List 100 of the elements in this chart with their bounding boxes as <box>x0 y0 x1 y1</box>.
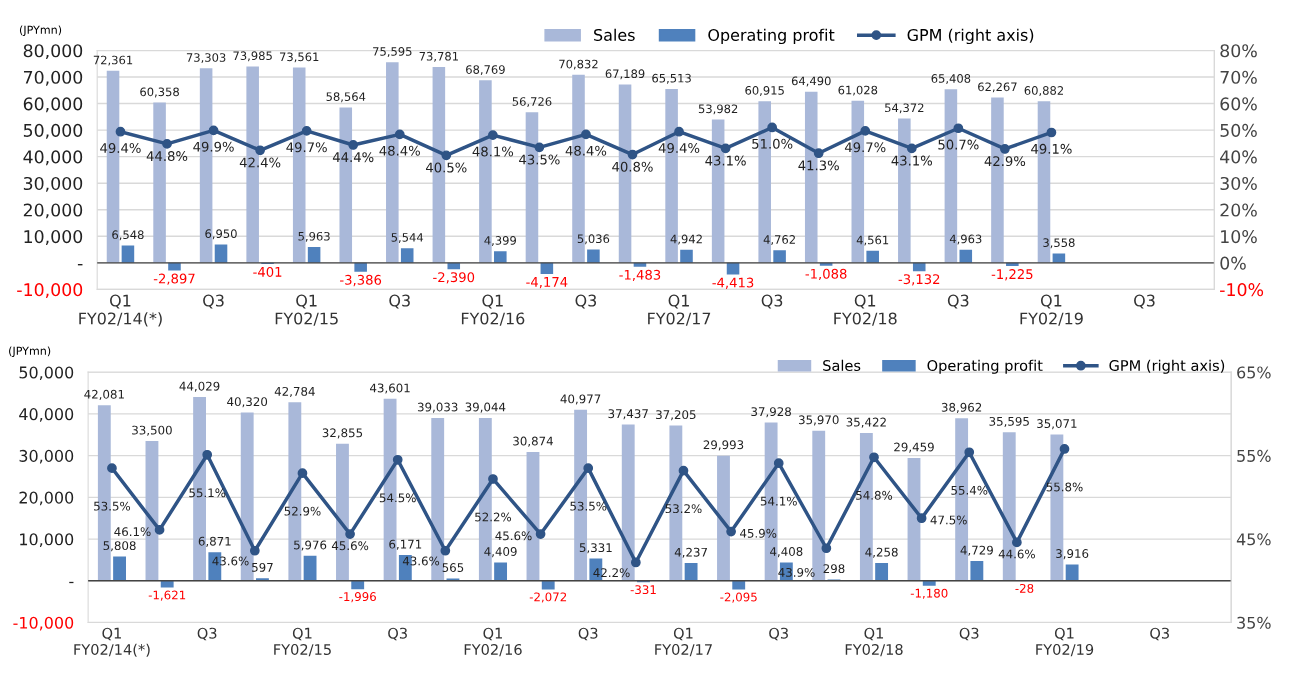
x-tick-label: Q1 FY02/17 <box>655 627 712 657</box>
y-tick-label: 70,000 <box>23 70 83 86</box>
data-label: 55.8% <box>1046 482 1083 492</box>
data-label: 42.4% <box>239 157 281 168</box>
y-tick-label: 40,000 <box>23 150 83 166</box>
data-label: -1,483 <box>619 269 661 282</box>
data-label: 33,500 <box>132 425 172 436</box>
data-label: 4,409 <box>484 547 517 558</box>
data-label: 5,544 <box>391 233 424 243</box>
x-tick-label: Q3 <box>388 627 407 641</box>
data-label: -2,897 <box>153 273 195 285</box>
data-label: 48.4% <box>379 145 420 156</box>
legend-label: Sales <box>823 359 861 372</box>
data-label: 35,071 <box>1037 419 1077 430</box>
data-label: 49.7% <box>844 142 886 153</box>
data-label: -1,996 <box>339 592 376 603</box>
x-tick-label: Q1 FY02/19 <box>1036 627 1094 657</box>
x-tick-label: Q1 FY02/15 <box>275 294 338 326</box>
x-tick-label: Q3 <box>203 294 224 309</box>
y-tick-label: 20,000 <box>19 491 74 506</box>
data-label: 4,963 <box>949 234 982 245</box>
data-label: 40,977 <box>560 394 601 405</box>
x-tick-label: Q3 <box>197 627 217 641</box>
y2-tick-label: 10% <box>1221 230 1257 244</box>
x-tick-label: Q1 FY02/18 <box>845 627 903 657</box>
y-tick-label: 10,000 <box>24 230 83 245</box>
data-label: 4,258 <box>865 547 898 558</box>
data-label: 44.6% <box>998 549 1035 559</box>
data-label: 67,189 <box>605 69 645 80</box>
data-label: 75,595 <box>373 47 412 57</box>
data-label: 62,267 <box>978 82 1017 93</box>
data-label: 5,976 <box>294 540 327 551</box>
data-label: -4,413 <box>712 277 754 289</box>
data-label: 6,871 <box>198 536 231 547</box>
y-tick-label: 10,000 <box>20 533 74 547</box>
y2-tick-label: 80% <box>1220 44 1257 58</box>
data-label: 5,963 <box>298 231 330 242</box>
data-label: 60,358 <box>140 87 179 98</box>
y-tick-label: 50,000 <box>19 366 74 381</box>
data-label: 40,320 <box>227 397 268 408</box>
data-label: 65,408 <box>931 74 971 84</box>
data-label: 5,331 <box>579 543 612 554</box>
data-label: 40.5% <box>426 162 467 173</box>
data-label: 53.5% <box>94 501 131 511</box>
data-label: 53.2% <box>665 504 702 514</box>
data-label: 37,205 <box>656 410 696 421</box>
data-label: 54.5% <box>379 493 416 503</box>
data-label: 35,595 <box>989 416 1029 428</box>
y2-tick-label: 35% <box>1237 616 1271 629</box>
x-tick-label: Q1 FY02/16 <box>461 294 525 326</box>
y-tick-label: 80,000 <box>23 44 83 60</box>
y-axis-title: (JPYmn) <box>9 346 51 358</box>
x-tick-label: Q3 <box>578 627 598 641</box>
y2-tick-label: -10% <box>1220 283 1264 297</box>
legend-label: GPM (right axis) <box>907 28 1034 45</box>
data-label: 42,081 <box>84 389 124 400</box>
data-label: 3,558 <box>1043 238 1075 249</box>
x-tick-label: Q3 <box>1134 294 1155 309</box>
data-label: 4,408 <box>770 547 803 558</box>
data-label: 4,399 <box>484 236 516 246</box>
data-label: 4,729 <box>960 545 993 556</box>
data-label: 53.5% <box>570 501 607 511</box>
data-label: 30,874 <box>513 436 553 447</box>
data-label: 43.1% <box>705 155 746 166</box>
data-label: 44,029 <box>179 381 220 392</box>
data-label: 42,784 <box>274 386 315 398</box>
data-label: -3,386 <box>340 274 382 287</box>
data-label: -1,621 <box>148 590 186 601</box>
y-tick-label: -10,000 <box>13 616 74 631</box>
data-label: 39,044 <box>465 402 506 413</box>
data-label: 55.4% <box>951 485 988 495</box>
data-label: 68,769 <box>466 65 505 76</box>
data-label: 46.1% <box>114 527 151 537</box>
data-label: -2,072 <box>529 592 567 603</box>
data-label: 597 <box>252 562 273 572</box>
data-label: 56,726 <box>512 97 552 108</box>
y-tick-label: - <box>69 581 74 584</box>
data-label: 4,561 <box>856 235 889 246</box>
x-tick-label: Q3 <box>947 294 969 309</box>
data-label: 45.6% <box>331 541 369 551</box>
data-label: 49.4% <box>100 143 141 154</box>
data-label: 35,970 <box>798 415 839 426</box>
legend-label: GPM (right axis) <box>1109 359 1225 374</box>
data-label: 565 <box>442 563 464 572</box>
data-label: 58,564 <box>326 92 366 103</box>
y2-tick-label: 65% <box>1237 366 1271 379</box>
data-label: 4,237 <box>674 547 707 558</box>
data-label: 70,832 <box>559 59 598 70</box>
data-label: -331 <box>630 585 656 595</box>
legend-label: Sales <box>594 28 635 41</box>
data-label: 49.1% <box>1031 143 1072 154</box>
data-label: 65,513 <box>652 73 691 84</box>
y-tick-label: -10,000 <box>17 283 83 298</box>
y2-tick-label: 55% <box>1237 449 1271 462</box>
data-label: 4,762 <box>763 235 795 245</box>
data-label: 298 <box>823 564 845 574</box>
x-tick-label: Q1 FY02/18 <box>834 294 897 326</box>
x-tick-label: Q3 <box>769 627 788 641</box>
data-label: 45.9% <box>740 528 777 538</box>
y2-tick-label: 30% <box>1220 176 1257 191</box>
